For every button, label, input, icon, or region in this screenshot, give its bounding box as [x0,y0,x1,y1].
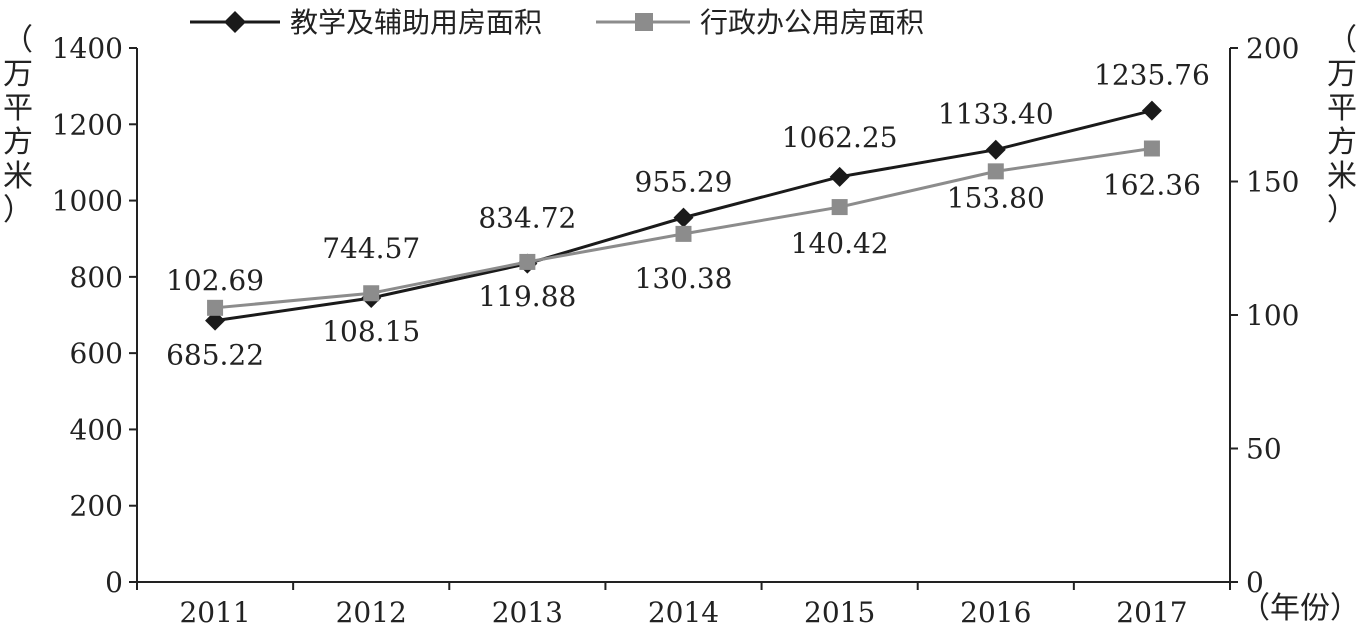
series-0-data-label: 834.72 [478,202,576,235]
series-1-data-label: 162.36 [1103,168,1201,201]
y-left-tick-label: 1400 [52,32,123,65]
x-tick-label: 2012 [336,596,407,629]
series-1-marker [987,163,1004,180]
legend-label-1: 行政办公用房面积 [700,6,924,39]
series-1-marker [207,299,224,316]
series-0-marker [673,207,694,228]
x-axis-unit: （年份） [1240,591,1360,626]
series-0-data-label: 1133.40 [938,98,1054,131]
legend-marker-1 [635,13,653,31]
series-0-data-label: 744.57 [322,232,420,265]
x-tick-label: 2014 [648,596,719,629]
legend-label-0: 教学及辅助用房面积 [290,6,542,39]
series-0-marker [829,166,850,187]
y-left-tick-label: 600 [70,337,123,370]
y-right-tick-label: 100 [1246,299,1299,332]
series-1-data-label: 119.88 [478,280,576,313]
series-1-data-label: 108.15 [322,315,420,348]
series-0-data-label: 1062.25 [782,121,898,154]
x-tick-label: 2016 [960,596,1031,629]
x-tick-label: 2011 [179,596,250,629]
series-1-data-label: 102.69 [166,264,264,297]
series-0-marker [1141,100,1162,121]
x-tick-label: 2015 [804,596,875,629]
series-1-marker [831,199,848,216]
y-left-tick-label: 400 [70,413,123,446]
x-tick-label: 2017 [1116,596,1187,629]
series-1-marker [1143,140,1160,157]
y-left-tick-label: 200 [70,490,123,523]
series-1-marker [675,225,692,242]
y-left-tick-label: 1200 [52,108,123,141]
legend-marker-0 [224,11,246,33]
y-right-tick-label: 50 [1246,433,1282,466]
series-0-data-label: 1235.76 [1094,59,1210,92]
y-left-tick-label: 800 [70,261,123,294]
series-1-data-label: 140.42 [791,227,889,260]
y-axis-right-title: （万平方米） [1327,23,1357,228]
x-tick-label: 2013 [492,596,563,629]
y-right-tick-label: 150 [1246,166,1299,199]
series-1-marker [363,285,380,302]
y-left-tick-label: 1000 [52,185,123,218]
series-1-data-label: 130.38 [635,262,733,295]
y-axis-left-title: （万平方米） [3,23,33,228]
series-0-data-label: 685.22 [166,339,264,372]
series-1-data-label: 153.80 [947,181,1045,214]
series-1-marker [519,253,536,270]
series-0-marker [985,139,1006,160]
y-right-tick-label: 0 [1246,566,1264,599]
series-0-data-label: 955.29 [635,166,733,199]
y-right-tick-label: 200 [1246,32,1299,65]
y-left-tick-label: 0 [105,566,123,599]
